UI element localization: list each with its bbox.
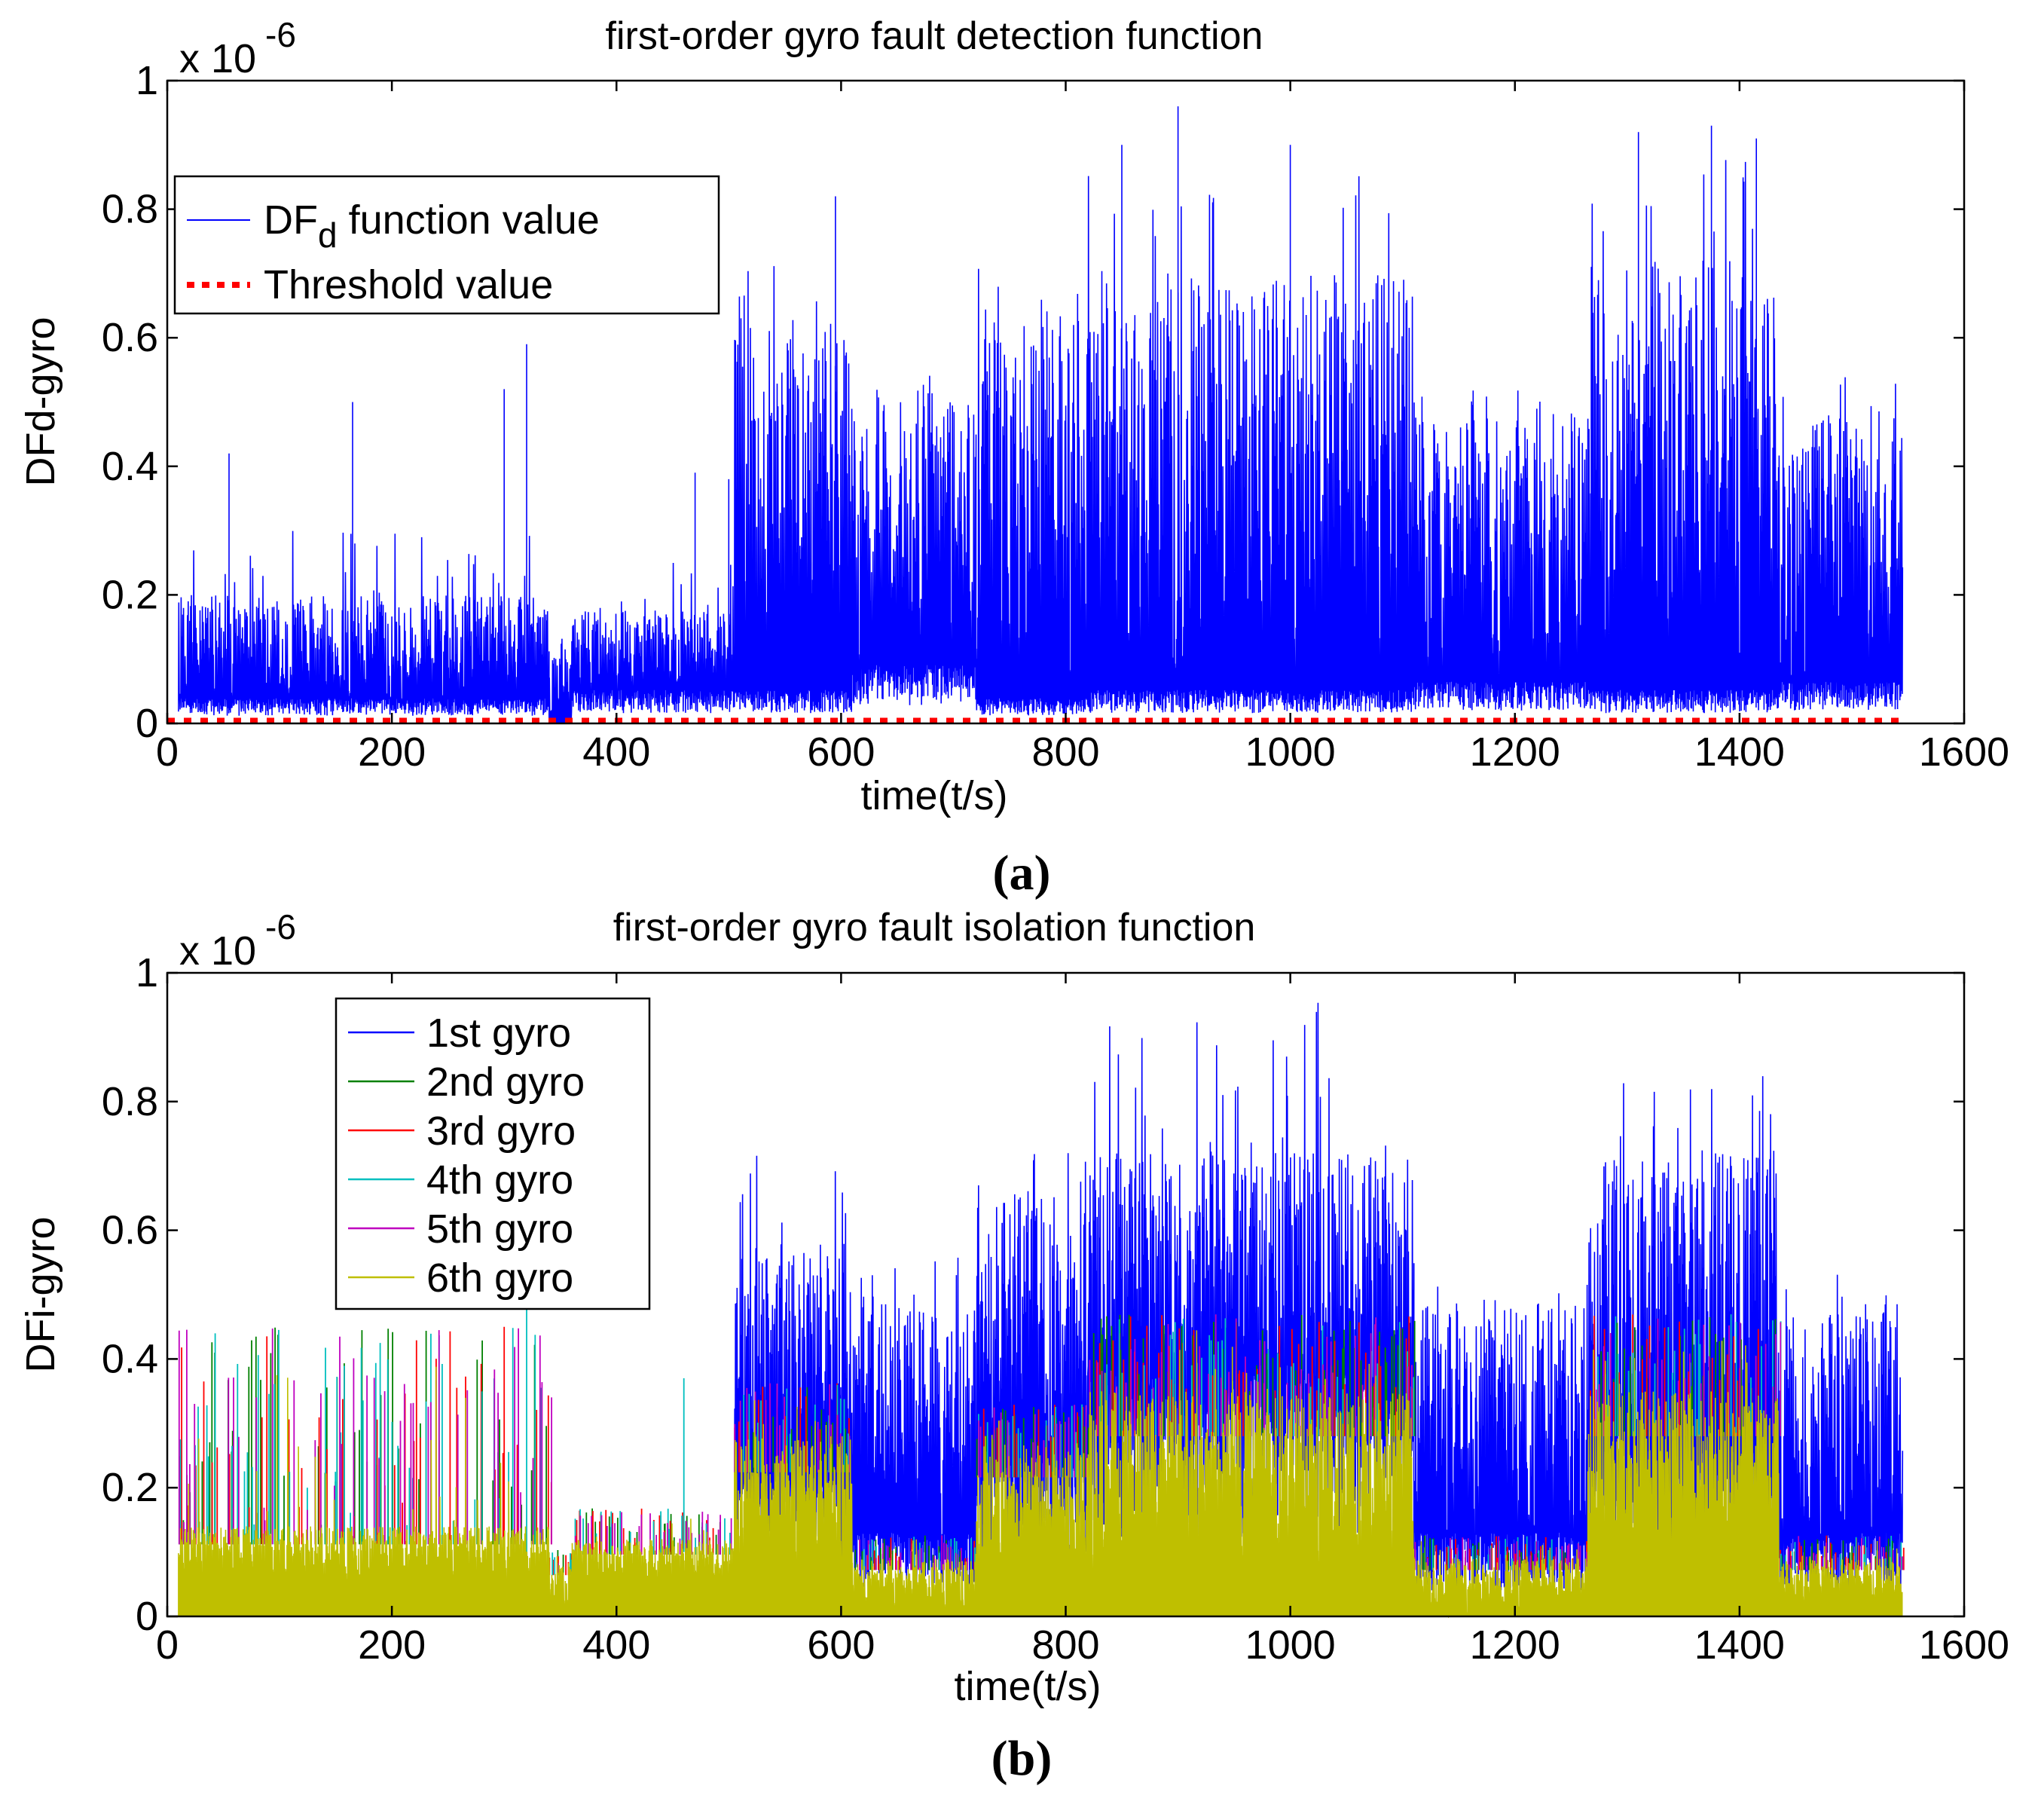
chart-b-xlabel: time(t/s) <box>955 1664 1101 1709</box>
chart-b-xtick-label: 1600 <box>1919 1622 2009 1668</box>
chart-a-title: first-order gyro fault detection functio… <box>606 14 1263 58</box>
chart-a-series-layer <box>167 106 1904 724</box>
chart-b-ytick-label: 0.2 <box>102 1465 158 1510</box>
chart-a-xtick-label: 1200 <box>1470 729 1560 775</box>
chart-a-legend-box <box>173 175 720 315</box>
chart-b-xtick-label: 200 <box>358 1622 426 1668</box>
legend-dfd-subscript: d <box>318 216 338 255</box>
legend-label-4th-gyro: 4th gyro <box>426 1157 573 1203</box>
chart-b-legend-box <box>335 997 651 1310</box>
legend-label-5th-gyro: 5th gyro <box>426 1206 573 1252</box>
chart-a-ticks: 0 200 400 600 800 1000 1200 1400 1600 0 0.2 0.4 0.6 0… <box>102 58 2009 775</box>
chart-a-xtick-label: 1600 <box>1919 729 2009 775</box>
chart-detection: first-order gyro fault detection functio… <box>18 14 2009 818</box>
chart-a-ytick-label: 0.4 <box>102 444 158 489</box>
chart-b-xtick-label: 1000 <box>1245 1622 1336 1668</box>
chart-a-ytick-label: 0 <box>136 701 158 746</box>
caption-b: (b) <box>991 1731 1053 1786</box>
chart-b-ytick-label: 0.4 <box>102 1336 158 1381</box>
chart-a-ytick-label: 0.8 <box>102 187 158 232</box>
chart-b-xtick-label: 800 <box>1031 1622 1099 1668</box>
chart-a-xtick-label: 600 <box>807 729 875 775</box>
series-5th-gyro <box>178 1314 1904 1576</box>
series-1st-gyro <box>734 1002 1904 1591</box>
legend-label-3rd-gyro: 3rd gyro <box>426 1108 576 1154</box>
chart-a-xtick-label: 1000 <box>1245 729 1336 775</box>
chart-b-ylabel: DFi-gyro <box>18 1216 63 1372</box>
chart-b-y-scale-label: x 10 <box>179 928 256 974</box>
chart-a-ylabel: DFd-gyro <box>18 316 63 486</box>
chart-a-xtick-label: 1400 <box>1694 729 1785 775</box>
chart-a-y-scale-exponent: -6 <box>265 15 296 54</box>
legend-dfd-name: DF <box>264 197 318 243</box>
chart-a-xlabel: time(t/s) <box>861 773 1008 818</box>
chart-b-y-scale-exponent: -6 <box>265 907 296 946</box>
chart-b-ytick-label: 0.6 <box>102 1208 158 1253</box>
chart-a-legend: DFd function value Threshold value <box>173 175 720 315</box>
chart-b-xtick-label: 1200 <box>1470 1622 1560 1668</box>
chart-a-y-scale-label: x 10 <box>179 36 256 81</box>
legend-label-dfd: DFd function value <box>264 197 600 255</box>
chart-b-ytick-label: 1 <box>136 950 158 995</box>
chart-a-ytick-label: 0.2 <box>102 572 158 617</box>
chart-a-xtick-label: 800 <box>1031 729 1099 775</box>
chart-a-xtick-label: 0 <box>156 729 179 775</box>
chart-b-xtick-label: 600 <box>807 1622 875 1668</box>
chart-a-xtick-label: 200 <box>358 729 426 775</box>
chart-a-ytick-label: 1 <box>136 58 158 103</box>
caption-a: (a) <box>993 845 1051 901</box>
legend-dfd-suffix: function value <box>338 197 600 243</box>
chart-b-xtick-label: 0 <box>156 1622 179 1668</box>
chart-b-ytick-label: 0 <box>136 1594 158 1639</box>
chart-isolation: first-order gyro fault isolation functio… <box>18 906 2009 1709</box>
chart-b-xtick-label: 1400 <box>1694 1622 1785 1668</box>
legend-label-threshold: Threshold value <box>264 262 553 307</box>
chart-a-plot-area: 0 200 400 600 800 1000 1200 1400 1600 0 0.2 0.4 0.6 0… <box>102 58 2009 775</box>
legend-label-2nd-gyro: 2nd gyro <box>426 1060 585 1105</box>
chart-b-ticks: 0 200 400 600 800 1000 1200 1400 1600 0 0.2 0.4 0.6 0… <box>102 950 2009 1668</box>
chart-b-series-layer <box>178 1002 1905 1619</box>
series-6th-gyro <box>178 1330 1903 1619</box>
legend-label-1st-gyro: 1st gyro <box>426 1011 571 1056</box>
legend-label-6th-gyro: 6th gyro <box>426 1255 573 1301</box>
series-dfd-function-value <box>178 106 1904 724</box>
chart-b-ytick-label: 0.8 <box>102 1079 158 1124</box>
chart-a-ytick-label: 0.6 <box>102 315 158 360</box>
chart-b-xtick-label: 400 <box>582 1622 650 1668</box>
chart-b-title: first-order gyro fault isolation functio… <box>613 906 1256 949</box>
chart-a-xtick-label: 400 <box>582 729 650 775</box>
